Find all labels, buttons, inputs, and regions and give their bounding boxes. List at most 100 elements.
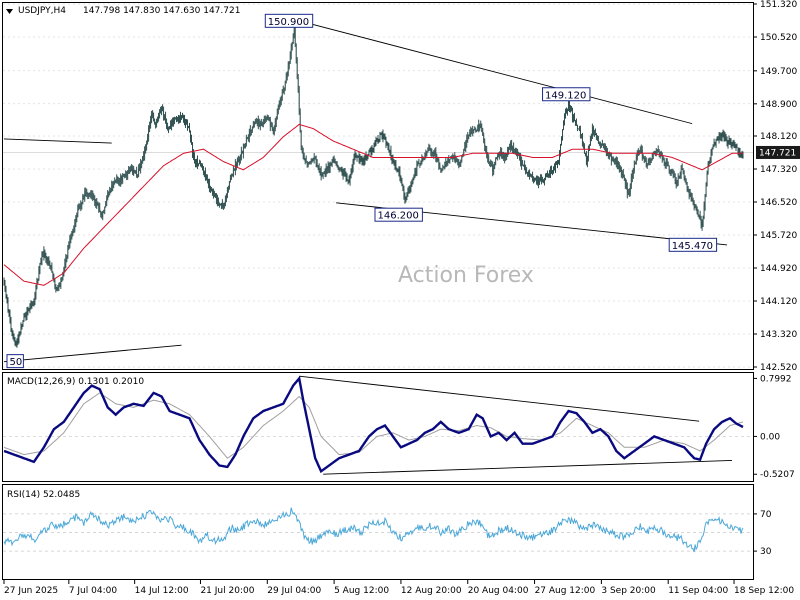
candle-body (721, 132, 723, 137)
candle-body (596, 133, 597, 139)
candle-body (39, 263, 41, 271)
candle-body (676, 181, 678, 184)
price-candles (3, 23, 744, 348)
macd-line (3, 375, 744, 474)
candle-body (527, 172, 528, 174)
candle-body (436, 156, 438, 161)
candle-body (374, 145, 376, 146)
candle-body (154, 119, 155, 124)
candle-body (723, 135, 725, 137)
candle-body (452, 156, 454, 158)
candle-body (246, 137, 248, 139)
candle-body (146, 143, 147, 148)
candle-body (687, 187, 689, 191)
candle-body (434, 151, 436, 155)
candle-body (651, 157, 653, 161)
candle-body (677, 178, 679, 182)
candle-body (450, 157, 452, 160)
candle-body (719, 135, 721, 138)
candle-body (461, 155, 463, 162)
candle-body (475, 130, 477, 132)
x-tick-label: 11 Sep 04:00 (668, 586, 728, 596)
candle-body (152, 112, 153, 115)
ohlc-values: 147.798 147.830 147.630 147.721 (83, 6, 240, 16)
dropdown-arrow-icon[interactable] (6, 9, 13, 14)
candle-body (515, 149, 516, 153)
candle-body (406, 193, 408, 197)
candle-body (75, 217, 77, 223)
candle-body (673, 175, 675, 177)
candle-body (126, 174, 128, 176)
candle-body (27, 309, 29, 311)
candle-body (633, 164, 635, 171)
candle-body (311, 160, 313, 162)
candle-body (262, 124, 264, 126)
candle-body (119, 181, 121, 183)
macd-y-tick-label: -0.5207 (760, 470, 795, 480)
candle-body (256, 119, 258, 122)
candle-body (330, 164, 332, 166)
candle-body (656, 150, 658, 151)
candle-body (38, 270, 40, 279)
candle-body (187, 124, 188, 127)
candle-body (472, 130, 474, 132)
candle-body (644, 158, 646, 161)
candle-body (69, 239, 71, 247)
y-tick-label: 148.900 (760, 100, 797, 110)
y-tick-label: 149.700 (760, 67, 797, 77)
candle-body (688, 190, 690, 194)
candle-body (181, 115, 182, 117)
candle-body (129, 171, 131, 173)
candle-body (322, 172, 324, 176)
candle-body (260, 123, 262, 126)
candle-body (185, 120, 186, 125)
candle-body (149, 126, 150, 129)
price-label-box (668, 237, 718, 252)
candle-body (481, 125, 483, 128)
candle-body (255, 121, 257, 123)
candle-body (597, 138, 598, 141)
candle-body (141, 160, 142, 164)
candle-body (685, 181, 687, 185)
candle-body (43, 251, 45, 258)
candle-body (496, 158, 498, 160)
candle-body (437, 160, 439, 162)
candle-body (671, 169, 673, 174)
candle-body (237, 159, 238, 167)
candle-body (250, 129, 252, 131)
candle-body (307, 162, 309, 165)
candle-body (134, 170, 135, 172)
candle-body (394, 163, 396, 166)
candle-body (392, 159, 394, 162)
candle-body (56, 287, 58, 291)
candle-body (86, 191, 88, 194)
candle-body (397, 169, 399, 171)
candle-body (737, 147, 739, 151)
candle-body (509, 146, 510, 148)
candle-body (235, 164, 236, 171)
candle-body (244, 143, 246, 148)
candle-body (388, 146, 390, 153)
candle-body (346, 176, 348, 181)
candle-body (466, 139, 468, 143)
candle-body (730, 140, 732, 145)
candle-body (556, 164, 557, 165)
candle-body (697, 213, 699, 215)
candle-body (586, 154, 587, 164)
candle-body (201, 165, 202, 167)
candle-body (314, 158, 316, 160)
candle-body (333, 160, 335, 163)
candle-body (636, 155, 638, 159)
candle-body (48, 258, 50, 265)
candle-body (606, 148, 607, 153)
candle-body (166, 120, 167, 126)
candle-body (113, 182, 115, 187)
candle-body (600, 143, 601, 145)
candle-body (358, 155, 360, 161)
candle-body (680, 169, 682, 176)
candle-body (184, 117, 185, 121)
macd-trendline (323, 459, 733, 475)
candle-body (521, 161, 522, 166)
candle-body (251, 127, 253, 131)
candle-body (735, 144, 737, 147)
